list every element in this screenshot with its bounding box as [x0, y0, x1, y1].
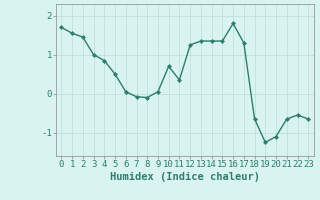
X-axis label: Humidex (Indice chaleur): Humidex (Indice chaleur)	[110, 172, 260, 182]
